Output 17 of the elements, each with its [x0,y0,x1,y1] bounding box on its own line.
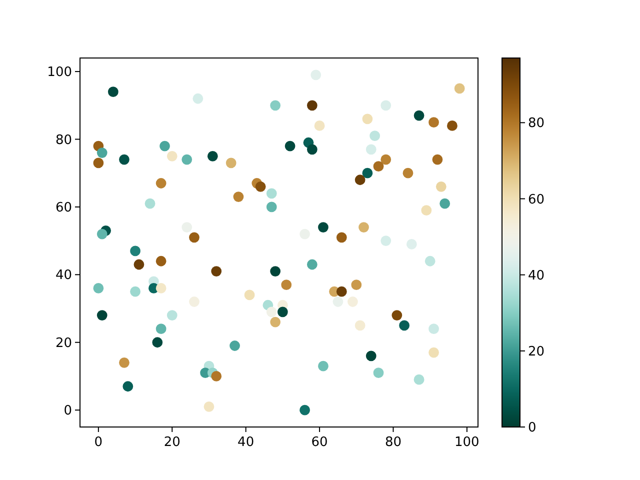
y-tick-label: 60 [55,200,72,216]
x-tick-label: 80 [384,435,402,450]
color-bar-label: 20 [528,344,545,360]
color-bar-label: 40 [528,268,545,284]
y-tick-label: 100 [47,65,72,80]
y-tick-label: 20 [55,336,72,351]
x-tick-label: 100 [454,435,480,450]
color-bar-label: 80 [528,116,545,132]
y-tick-label: 0 [64,404,72,419]
x-tick-label: 40 [238,435,254,450]
color-bar-label: 0 [528,420,536,436]
y-tick-label: 40 [55,268,72,284]
x-tick-label: 60 [311,435,328,450]
color-bar-label: 60 [528,192,545,208]
x-tick-label: 0 [94,435,103,450]
y-tick-label: 80 [55,132,72,148]
x-tick-label: 20 [164,435,180,450]
